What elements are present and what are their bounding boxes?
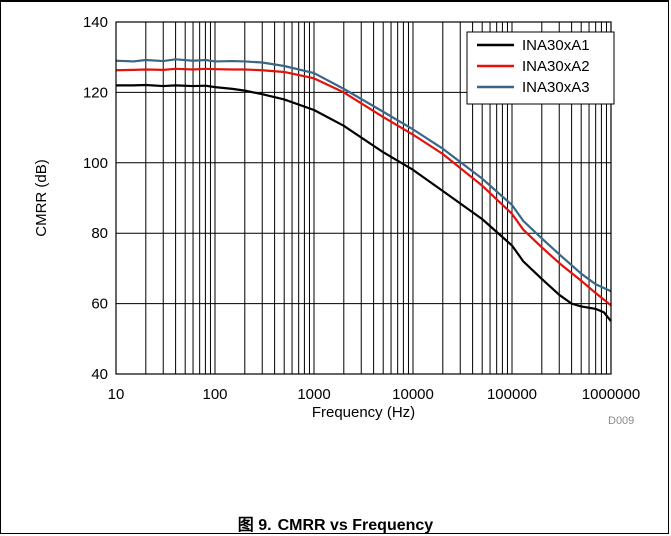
legend-label: INA30xA3 (522, 79, 590, 96)
series-lines (115, 58, 612, 322)
y-tick-label: 60 (91, 296, 108, 313)
caption-title: CMRR vs Frequency (277, 517, 434, 534)
plot-border (115, 21, 612, 375)
x-tick-label: 10000 (392, 386, 434, 403)
x-tick-label: 1000000 (582, 386, 640, 403)
grid (116, 22, 611, 374)
figure-caption: 图 9. CMRR vs Frequency (0, 511, 671, 535)
legend: INA30xA1 INA30xA2 INA30xA3 (466, 31, 615, 105)
tick-labels: 10 100 1000 10000 100000 1000000 40 60 80 100 120 1… (83, 14, 640, 403)
y-tick-label: 80 (91, 225, 108, 242)
x-axis-label: Frequency (Hz) (312, 404, 415, 421)
caption-prefix: 图 9. (237, 517, 272, 534)
x-tick-label: 10 (108, 386, 125, 403)
y-tick-label: 100 (83, 155, 108, 172)
legend-label: INA30xA2 (522, 58, 590, 75)
y-tick-label: 40 (91, 366, 108, 383)
y-tick-label: 140 (83, 14, 108, 31)
y-axis-label: CMRR (dB) (33, 159, 50, 237)
x-tick-label: 100000 (487, 386, 537, 403)
figure-code: D009 (608, 415, 635, 427)
series-line-ina30xa2 (115, 67, 612, 307)
x-tick-label: 100 (202, 386, 227, 403)
x-tick-label: 1000 (297, 386, 330, 403)
y-tick-label: 120 (83, 84, 108, 101)
series-line-ina30xa3 (115, 58, 612, 293)
legend-label: INA30xA1 (522, 37, 590, 54)
series-line-ina30xa1 (116, 83, 612, 322)
